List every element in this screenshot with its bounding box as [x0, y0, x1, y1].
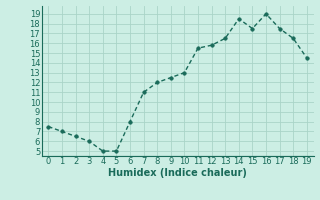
X-axis label: Humidex (Indice chaleur): Humidex (Indice chaleur) — [108, 168, 247, 178]
